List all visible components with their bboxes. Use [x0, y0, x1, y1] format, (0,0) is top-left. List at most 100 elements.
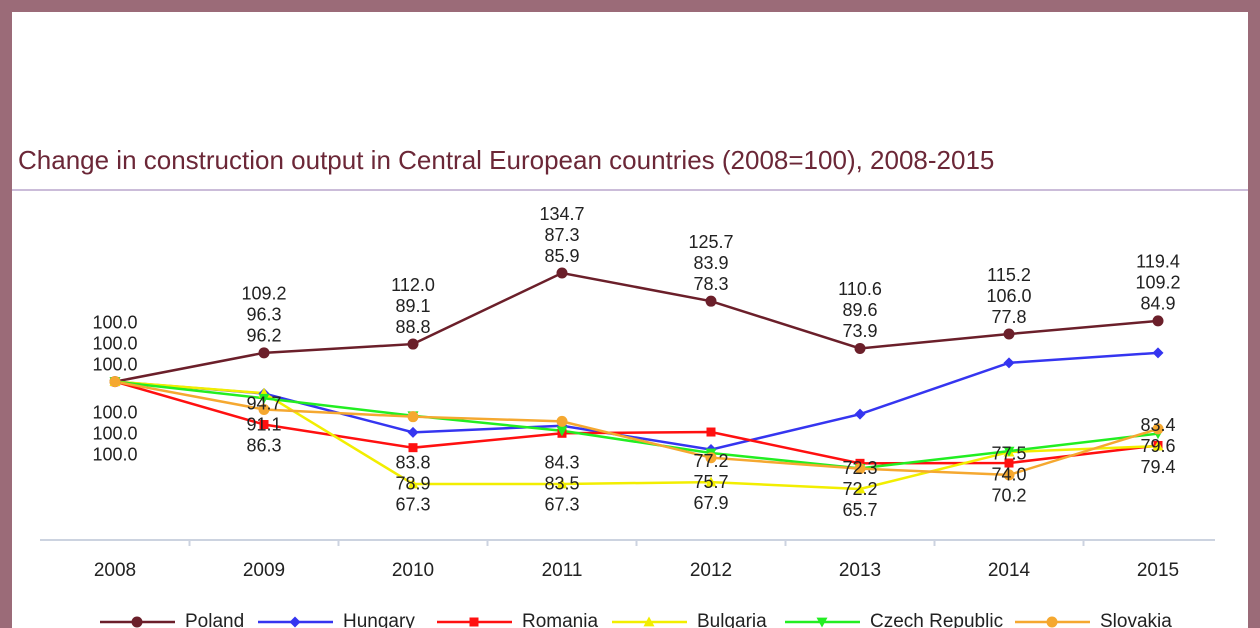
marker — [705, 295, 717, 307]
marker — [1004, 458, 1014, 468]
data-label: 78.3 — [693, 274, 728, 294]
x-tick-label: 2014 — [988, 560, 1031, 581]
marker — [556, 426, 568, 437]
legend-marker — [469, 617, 479, 627]
marker — [556, 478, 568, 489]
legend-label: Bulgaria — [697, 611, 767, 628]
marker — [407, 478, 419, 489]
marker — [854, 342, 866, 354]
data-label: 89.6 — [842, 300, 877, 320]
data-label: 91.1 — [246, 414, 281, 434]
data-label: 85.9 — [544, 246, 579, 266]
legend-marker — [131, 616, 143, 628]
data-label: 84.9 — [1140, 294, 1175, 314]
x-tick-label: 2013 — [839, 560, 881, 581]
data-label: 86.3 — [246, 435, 281, 455]
marker — [706, 427, 716, 437]
data-label: 110.6 — [838, 279, 882, 299]
data-label: 77.8 — [991, 307, 1026, 327]
data-label: 134.7 — [539, 204, 584, 224]
legend-label: Slovakia — [1100, 611, 1172, 628]
data-label: 100.0 — [92, 312, 137, 332]
data-label: 67.9 — [693, 493, 728, 513]
data-label: 94.7 — [246, 393, 281, 413]
data-label: 78.9 — [395, 474, 430, 494]
data-label: 88.8 — [395, 317, 430, 337]
data-label: 100.0 — [92, 444, 137, 464]
x-tick-label: 2011 — [542, 560, 583, 581]
data-label: 67.3 — [395, 495, 430, 515]
marker — [854, 483, 866, 494]
marker — [705, 452, 717, 464]
chart-panel: Change in construction output in Central… — [12, 12, 1248, 628]
data-label: 83.9 — [693, 253, 728, 273]
data-label: 83.4 — [1140, 415, 1175, 435]
data-label: 65.7 — [842, 500, 877, 520]
data-label: 100.0 — [92, 423, 137, 443]
data-label: 100.0 — [92, 402, 137, 422]
series-line — [114, 380, 1159, 470]
legend-label: Czech Republic — [870, 611, 1003, 628]
data-label: 79.4 — [1140, 457, 1175, 477]
data-label: 100.0 — [92, 333, 137, 353]
marker — [109, 376, 121, 388]
marker — [1003, 469, 1015, 481]
legend-marker — [1046, 616, 1058, 628]
legend-marker — [816, 617, 828, 628]
marker — [556, 415, 568, 427]
data-label: 115.2 — [987, 265, 1031, 285]
data-label: 112.0 — [391, 275, 435, 295]
marker — [1152, 315, 1164, 327]
data-label: 77.5 — [991, 444, 1026, 464]
data-label: 72.3 — [842, 458, 877, 478]
x-tick-label: 2010 — [392, 560, 434, 581]
data-label: 96.3 — [246, 305, 281, 325]
x-tick-label: 2015 — [1137, 560, 1179, 581]
marker — [1152, 423, 1164, 435]
data-label: 67.3 — [544, 495, 579, 515]
series-line — [114, 271, 1159, 383]
marker — [854, 408, 866, 420]
marker — [259, 420, 269, 430]
marker — [1152, 440, 1164, 451]
legend-marker — [289, 616, 301, 628]
data-label: 83.5 — [544, 474, 579, 494]
data-label: 70.2 — [991, 486, 1026, 506]
data-label: 84.3 — [544, 453, 579, 473]
marker — [854, 463, 866, 475]
data-label: 125.7 — [688, 232, 733, 252]
data-label: 77.2 — [693, 451, 728, 471]
data-label: 119.4 — [1136, 252, 1180, 272]
data-label: 75.7 — [693, 472, 728, 492]
marker — [705, 476, 717, 487]
series-line — [114, 380, 1159, 491]
legend-label: Hungary — [343, 611, 415, 628]
legend-marker — [643, 616, 655, 627]
x-tick-label: 2008 — [94, 560, 136, 581]
chart-title: Change in construction output in Central… — [18, 145, 994, 175]
data-label: 87.3 — [544, 225, 579, 245]
data-label: 72.2 — [842, 479, 877, 499]
marker — [1152, 347, 1164, 359]
legend-label: Poland — [185, 611, 244, 628]
marker — [556, 267, 568, 279]
marker — [407, 426, 419, 438]
data-label: 106.0 — [986, 286, 1031, 306]
data-label: 109.2 — [241, 284, 286, 304]
legend-label: Romania — [522, 611, 598, 628]
marker — [407, 411, 419, 423]
chart: Change in construction output in Central… — [12, 145, 1248, 628]
marker — [1003, 357, 1015, 369]
marker — [1003, 446, 1015, 457]
series-line — [114, 380, 1159, 465]
data-label: 89.1 — [395, 296, 430, 316]
x-tick-label: 2009 — [243, 560, 285, 581]
data-label: 83.8 — [395, 453, 430, 473]
data-label: 96.2 — [246, 326, 281, 346]
marker — [258, 393, 270, 404]
data-label: 74.0 — [991, 465, 1026, 485]
data-label: 109.2 — [1135, 273, 1180, 293]
marker — [407, 338, 419, 350]
marker — [258, 403, 270, 415]
